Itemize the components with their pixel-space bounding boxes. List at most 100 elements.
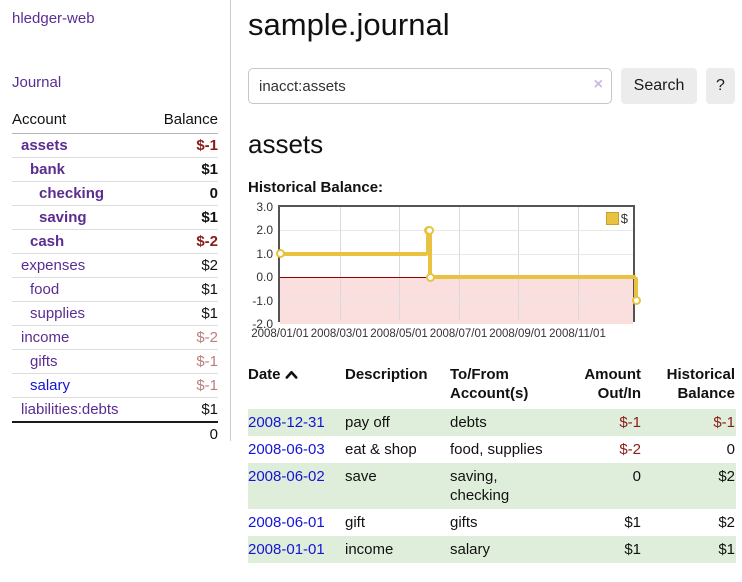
register-text-cell: gift <box>345 514 366 531</box>
sidebar-account-row: liabilities:debts $1 <box>12 398 218 421</box>
chart-data-point <box>425 272 435 282</box>
register-text-cell: saving, checking <box>450 468 510 504</box>
legend-swatch-icon <box>605 212 619 225</box>
x-axis-tick-label: 2008/09/01 <box>489 328 547 340</box>
chart-gridline-horizontal <box>280 253 633 255</box>
chart-gridline-vertical <box>577 207 579 320</box>
register-row: 2008-06-03 eat & shop food, supplies $-2 0 <box>248 436 736 463</box>
chart-title: Historical Balance: <box>248 179 384 196</box>
sidebar-account-row: assets $-1 <box>12 134 218 158</box>
sidebar-account-link-cash[interactable]: cash <box>30 233 65 250</box>
x-axis-tick-label: 2008/05/01 <box>370 328 428 340</box>
sidebar-account-row: bank $1 <box>12 158 218 182</box>
column-header-date[interactable]: Date <box>248 363 345 409</box>
chart-legend: $ <box>605 211 628 226</box>
sidebar-account-balance: $-2 <box>196 233 218 250</box>
chart-data-point <box>275 249 285 259</box>
register-text-cell: debts <box>450 414 487 431</box>
register-amount-cell: 0 <box>726 441 735 458</box>
page-title: sample.journal <box>248 7 450 42</box>
chart-gridline-horizontal <box>280 300 633 302</box>
sidebar-account-row: food $1 <box>12 278 218 302</box>
chart-line-segment <box>280 251 429 256</box>
historical-balance-chart: 3.0 2.0 1.0 0.0 -1.0 -2.0 $ 2008/01/01 2008/03… <box>248 200 736 342</box>
chart-gridline-vertical <box>339 207 341 320</box>
chart-gridline-horizontal <box>280 230 633 232</box>
column-header-amount[interactable]: Amount Out/In <box>584 366 641 402</box>
sidebar-account-link-saving[interactable]: saving <box>39 209 87 226</box>
sidebar-account-balance: $-1 <box>196 377 218 394</box>
x-axis-tick-label: 2008/11/01 <box>549 328 606 340</box>
sidebar-total-value: 0 <box>209 426 218 443</box>
sidebar-account-link-salary[interactable]: salary <box>30 377 71 394</box>
sidebar-account-link-checking[interactable]: checking <box>39 185 105 202</box>
sidebar-account-row: cash $-2 <box>12 230 218 254</box>
chart-gridline-vertical <box>399 207 400 320</box>
search-input[interactable] <box>248 68 612 104</box>
clear-search-icon[interactable]: × <box>593 76 603 93</box>
main-content: sample.journal × Search ? assets Histori… <box>248 0 736 563</box>
sidebar-account-balance: $1 <box>201 209 218 226</box>
register-amount-cell: $1 <box>718 541 735 558</box>
register-text-cell: salary <box>450 541 491 558</box>
register-amount-cell: $2 <box>718 468 735 485</box>
chart-data-point <box>424 225 434 235</box>
register-date-link[interactable]: 2008-06-02 <box>248 468 325 485</box>
y-axis-tick-label: 3.0 <box>256 200 273 214</box>
x-axis-tick-label: 2008/07/01 <box>429 328 488 340</box>
sidebar-account-balance: 0 <box>209 185 218 202</box>
register-text-cell: income <box>345 541 394 558</box>
register-date-link[interactable]: 2008-06-01 <box>248 514 325 531</box>
sidebar-account-link-bank[interactable]: bank <box>30 161 66 178</box>
sidebar-account-link-expenses[interactable]: expenses <box>21 257 86 274</box>
column-header-description[interactable]: Description <box>345 366 428 383</box>
sidebar-account-row: gifts $-1 <box>12 350 218 374</box>
y-axis-tick-label: -2.0 <box>252 317 273 331</box>
chart-line-segment <box>430 275 636 280</box>
sidebar-accounts-header: Account Balance <box>12 108 218 134</box>
register-text-cell: eat & shop <box>345 441 417 458</box>
register-date-link[interactable]: 2008-06-03 <box>248 441 325 458</box>
y-axis-tick-label: 1.0 <box>256 246 273 261</box>
chart-negative-region <box>280 277 633 324</box>
sidebar-account-link-liabilities-debts[interactable]: liabilities:debts <box>21 401 119 418</box>
sidebar-account-balance: $-1 <box>196 137 218 154</box>
register-amount-cell: $2 <box>718 514 735 531</box>
sort-ascending-icon <box>285 366 298 385</box>
legend-label: $ <box>620 211 628 226</box>
sidebar-account-link-assets[interactable]: assets <box>21 137 68 154</box>
sidebar-item-journal[interactable]: Journal <box>12 74 62 91</box>
sidebar-account-balance: $1 <box>201 401 218 418</box>
accounts-header-account: Account <box>12 111 67 128</box>
chart-y-axis: 3.0 2.0 1.0 0.0 -1.0 -2.0 <box>248 200 278 331</box>
sidebar-account-link-food[interactable]: food <box>30 281 60 298</box>
search-button[interactable]: Search <box>621 68 697 104</box>
sidebar-account-link-gifts[interactable]: gifts <box>30 353 58 370</box>
register-text-cell: save <box>345 468 377 485</box>
search-row: × Search ? <box>248 68 736 104</box>
app-brand-link[interactable]: hledger-web <box>12 10 95 27</box>
register-text-cell: pay off <box>345 414 390 431</box>
column-header-accounts[interactable]: To/From Account(s) <box>450 366 529 402</box>
chart-plot: $ <box>275 205 641 324</box>
register-date-link[interactable]: 2008-01-01 <box>248 541 325 558</box>
column-header-balance[interactable]: Historical Balance <box>666 366 735 402</box>
sidebar-account-link-income[interactable]: income <box>21 329 70 346</box>
sidebar-account-balance: $1 <box>201 305 218 322</box>
search-field-wrap: × <box>248 68 612 104</box>
register-row: 2008-01-01 income salary $1 $1 <box>248 536 736 563</box>
register-date-link[interactable]: 2008-12-31 <box>248 414 325 431</box>
register-amount-cell: $1 <box>624 514 641 531</box>
sidebar: hledger-web Journal Account Balance asse… <box>0 0 231 443</box>
register-amount-cell: $-1 <box>619 414 641 431</box>
sidebar-account-link-supplies[interactable]: supplies <box>30 305 86 322</box>
x-axis-tick-label: 2008/03/01 <box>310 328 369 340</box>
register-row: 2008-06-02 save saving, checking 0 $2 <box>248 463 736 509</box>
register-table: Date Description To/From Account(s) Amou… <box>248 363 736 563</box>
chart-x-axis: 2008/01/01 2008/03/01 2008/05/01 2008/07/01… <box>251 326 639 342</box>
x-axis-tick-label: 2008/01/01 <box>251 328 309 340</box>
sidebar-account-balance: $1 <box>201 281 218 298</box>
help-button[interactable]: ? <box>706 68 735 104</box>
chart-line-segment <box>634 277 639 301</box>
chart-gridline-vertical <box>518 207 519 320</box>
